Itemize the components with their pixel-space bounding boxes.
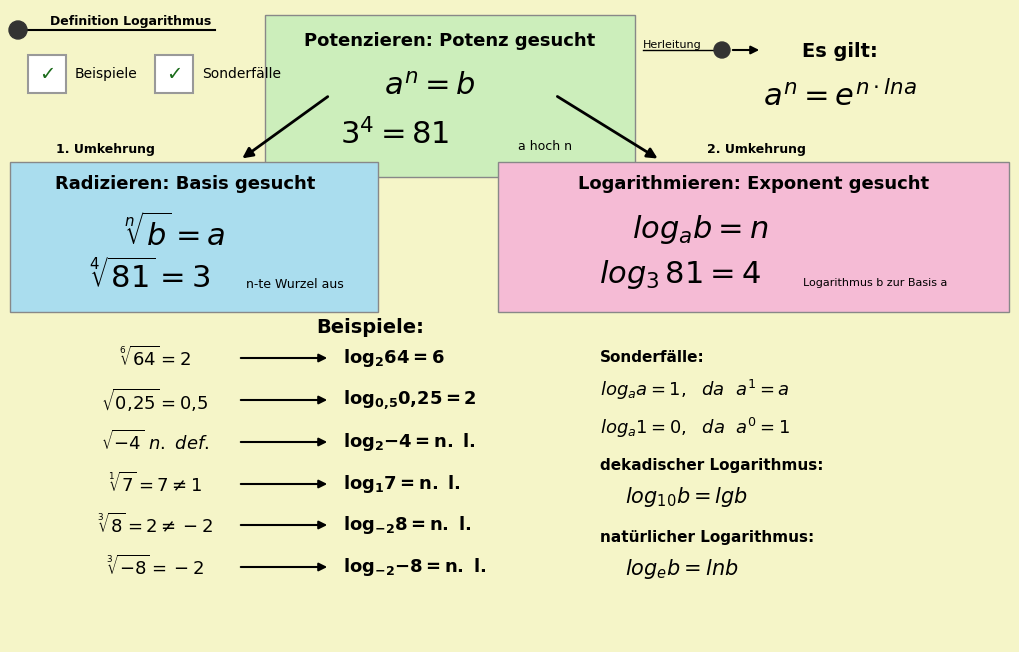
Text: a hoch n: a hoch n <box>518 140 572 153</box>
Text: $\mathbf{log_{-2}}$$\mathbf{{-8} = n.\ l.}$: $\mathbf{log_{-2}}$$\mathbf{{-8} = n.\ l… <box>343 556 486 578</box>
Text: $\sqrt[1]{7} = 7 \neq 1$: $\sqrt[1]{7} = 7 \neq 1$ <box>108 472 202 496</box>
Text: 1. Umkehrung: 1. Umkehrung <box>56 143 155 156</box>
Text: Beispiele:: Beispiele: <box>316 318 424 337</box>
Circle shape <box>714 42 730 58</box>
FancyBboxPatch shape <box>498 162 1009 312</box>
Text: natürlicher Logarithmus:: natürlicher Logarithmus: <box>600 530 814 545</box>
FancyBboxPatch shape <box>10 162 378 312</box>
Text: $\sqrt[4]{81} = 3$: $\sqrt[4]{81} = 3$ <box>90 258 211 294</box>
Text: ✓: ✓ <box>166 65 182 83</box>
Text: $\sqrt{-4}\ \mathit{n.\ def.}$: $\sqrt{-4}\ \mathit{n.\ def.}$ <box>101 430 209 454</box>
Text: $log_e b = lnb$: $log_e b = lnb$ <box>625 557 739 581</box>
Text: Logarithmieren: Exponent gesucht: Logarithmieren: Exponent gesucht <box>579 175 929 193</box>
Text: $log_3\,81 = 4$: $log_3\,81 = 4$ <box>599 258 761 291</box>
Text: $\mathbf{log_2}$$\mathbf{{-4} = n.\ l.}$: $\mathbf{log_2}$$\mathbf{{-4} = n.\ l.}$ <box>343 431 476 453</box>
Text: Sonderfälle:: Sonderfälle: <box>600 350 705 365</box>
Text: $\sqrt[3]{-8} = -2$: $\sqrt[3]{-8} = -2$ <box>106 555 204 579</box>
Text: $\mathbf{log_{-2}}$$\mathbf{8 = n.\ l.}$: $\mathbf{log_{-2}}$$\mathbf{8 = n.\ l.}$ <box>343 514 471 536</box>
Text: $3^{4} = 81$: $3^{4} = 81$ <box>340 118 449 151</box>
Text: n-te Wurzel aus: n-te Wurzel aus <box>247 278 343 291</box>
Text: $\sqrt[n]{b} = a$: $\sqrt[n]{b} = a$ <box>124 213 226 252</box>
Text: Es gilt:: Es gilt: <box>802 42 878 61</box>
Text: $log_a a = 1,\ \ da\ \ a^1 = a$: $log_a a = 1,\ \ da\ \ a^1 = a$ <box>600 378 790 402</box>
Text: $log_{10} b = lgb$: $log_{10} b = lgb$ <box>625 485 748 509</box>
Text: Definition Logarithmus: Definition Logarithmus <box>50 15 211 28</box>
Text: Radizieren: Basis gesucht: Radizieren: Basis gesucht <box>55 175 315 193</box>
Text: 2. Umkehrung: 2. Umkehrung <box>706 143 805 156</box>
Text: $\sqrt[3]{8} = 2 \neq -2$: $\sqrt[3]{8} = 2 \neq -2$ <box>97 513 213 537</box>
Text: $\mathbf{log_{0{,}5}}$$\mathbf{0{,}25 = 2}$: $\mathbf{log_{0{,}5}}$$\mathbf{0{,}25 = … <box>343 389 477 411</box>
Text: ✓: ✓ <box>39 65 55 83</box>
Text: Sonderfälle: Sonderfälle <box>202 67 281 81</box>
FancyBboxPatch shape <box>28 55 66 93</box>
FancyBboxPatch shape <box>155 55 193 93</box>
Text: $\sqrt{0{,}25} = 0{,}5$: $\sqrt{0{,}25} = 0{,}5$ <box>101 387 209 413</box>
Text: $\sqrt[6]{64} = 2$: $\sqrt[6]{64} = 2$ <box>119 346 191 370</box>
Text: $\mathbf{log_2}$$\mathbf{64 = 6}$: $\mathbf{log_2}$$\mathbf{64 = 6}$ <box>343 347 444 369</box>
Text: Logarithmus b zur Basis a: Logarithmus b zur Basis a <box>803 278 948 288</box>
FancyBboxPatch shape <box>265 15 635 177</box>
Text: Beispiele: Beispiele <box>75 67 138 81</box>
Text: dekadischer Logarithmus:: dekadischer Logarithmus: <box>600 458 823 473</box>
Text: Potenzieren: Potenz gesucht: Potenzieren: Potenz gesucht <box>305 32 596 50</box>
Text: $log_a b = n$: $log_a b = n$ <box>632 213 768 246</box>
Text: $log_a 1 = 0,\ \ da\ \ a^0 = 1$: $log_a 1 = 0,\ \ da\ \ a^0 = 1$ <box>600 416 790 440</box>
Text: $a^{n} = b$: $a^{n} = b$ <box>384 72 476 101</box>
Text: $a^{n} = e^{n \cdot lna}$: $a^{n} = e^{n \cdot lna}$ <box>763 80 917 112</box>
Text: $\mathbf{log_1}$$\mathbf{7 = n.\ l.}$: $\mathbf{log_1}$$\mathbf{7 = n.\ l.}$ <box>343 473 461 495</box>
Circle shape <box>9 21 26 39</box>
Text: Herleitung: Herleitung <box>643 40 702 50</box>
